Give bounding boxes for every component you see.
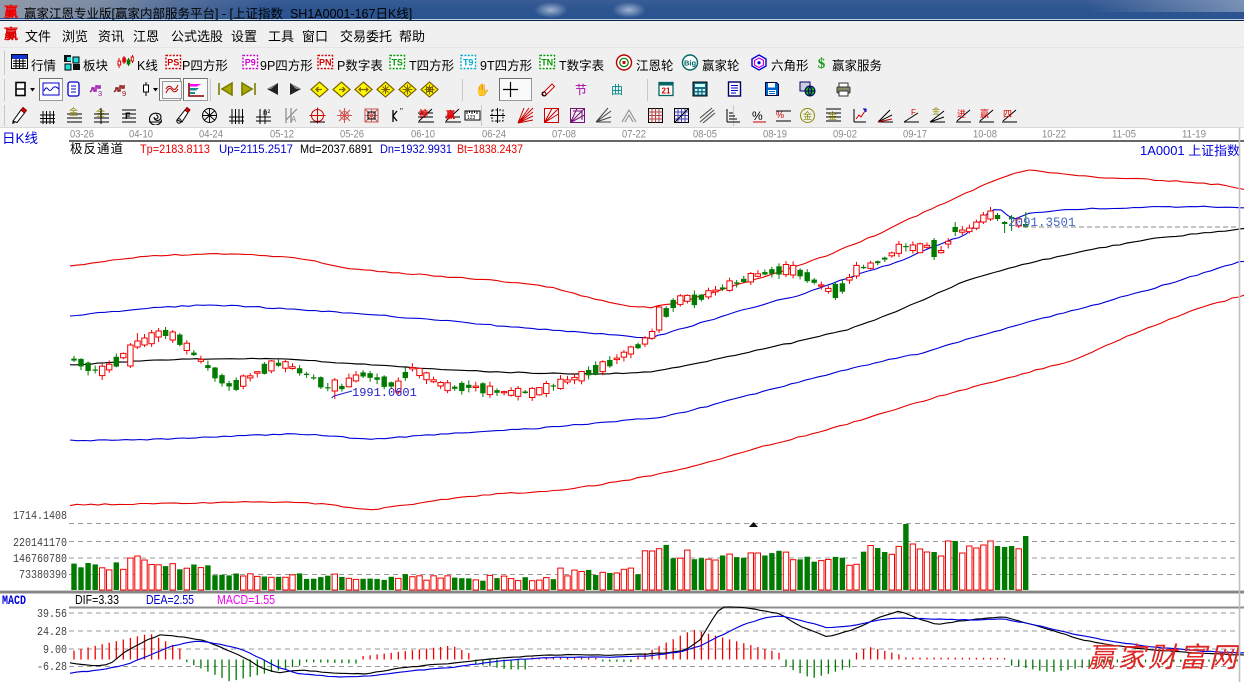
svg-text:08-05: 08-05 (693, 129, 717, 141)
svg-text:MACD: MACD (2, 593, 26, 608)
svg-text:09-17: 09-17 (903, 129, 927, 141)
svg-text:3: 3 (98, 89, 102, 97)
svg-text:9: 9 (122, 89, 126, 97)
svg-text:07-22: 07-22 (622, 129, 646, 141)
svg-text:1991.0601: 1991.0601 (352, 386, 417, 400)
svg-text:节: 节 (575, 83, 587, 97)
svg-text:73380390: 73380390 (19, 569, 67, 582)
svg-text:09-02: 09-02 (833, 129, 857, 141)
svg-text:神: 神 (419, 108, 428, 119)
svg-text:-6.28: -6.28 (37, 661, 67, 674)
svg-text:金: 金 (932, 106, 940, 116)
svg-text:%: % (776, 110, 784, 120)
svg-text:MACD=1.55: MACD=1.55 (217, 593, 275, 607)
svg-text:Big: Big (684, 59, 697, 68)
svg-text:PN: PN (319, 58, 332, 68)
svg-text:金: 金 (803, 110, 812, 121)
svg-text:1714.1408: 1714.1408 (13, 510, 67, 523)
svg-text:123: 123 (467, 115, 476, 121)
svg-text:Bt=1838.2437: Bt=1838.2437 (457, 142, 523, 156)
svg-text:$: $ (818, 56, 826, 71)
svg-text:10-08: 10-08 (973, 129, 997, 141)
svg-text:21: 21 (662, 87, 671, 96)
svg-text:DEA=2.55: DEA=2.55 (146, 593, 194, 607)
svg-text:08-19: 08-19 (763, 129, 787, 141)
svg-text:Up=2115.2517: Up=2115.2517 (219, 142, 293, 156)
svg-text:P9: P9 (245, 58, 256, 68)
svg-text:07-08: 07-08 (552, 129, 576, 141)
svg-text:03-26: 03-26 (70, 129, 94, 141)
svg-text:04-24: 04-24 (199, 129, 223, 141)
svg-text:PS: PS (167, 58, 179, 68)
svg-text:Md=2037.6891: Md=2037.6891 (300, 142, 373, 156)
svg-text:进: 进 (957, 109, 966, 119)
svg-text:金: 金 (69, 106, 78, 117)
svg-text:24.28: 24.28 (37, 626, 67, 639)
svg-text:%: % (752, 109, 763, 123)
svg-text:06-10: 06-10 (411, 129, 435, 141)
svg-text:日K线: 日K线 (2, 131, 38, 146)
svg-text:F: F (911, 108, 916, 117)
svg-text:F: F (125, 111, 131, 121)
svg-text:11-19: 11-19 (1182, 129, 1206, 141)
svg-text:05-26: 05-26 (340, 129, 364, 141)
svg-text:金: 金 (828, 110, 837, 121)
svg-text:n²: n² (263, 108, 270, 117)
svg-text:220141170: 220141170 (13, 537, 67, 550)
svg-text:DIF=3.33: DIF=3.33 (75, 593, 119, 607)
svg-text:10-22: 10-22 (1042, 129, 1066, 141)
svg-text:赢: 赢 (446, 109, 455, 120)
svg-text:06-24: 06-24 (482, 129, 506, 141)
svg-text:05-12: 05-12 (270, 129, 294, 141)
svg-text:A: A (291, 115, 297, 124)
svg-text:赢: 赢 (980, 108, 989, 119)
svg-text:146760780: 146760780 (13, 553, 67, 566)
svg-text:": " (400, 107, 403, 116)
svg-text:39.56: 39.56 (37, 608, 67, 621)
svg-text:极反通道: 极反通道 (70, 142, 123, 156)
svg-text:曲: 曲 (611, 83, 623, 97)
svg-text:04-10: 04-10 (129, 129, 153, 141)
svg-text:Tp=2183.8113: Tp=2183.8113 (140, 142, 210, 156)
svg-text:T9: T9 (463, 58, 474, 68)
svg-text:9.00: 9.00 (43, 644, 67, 657)
svg-text:2091.3501: 2091.3501 (1008, 216, 1076, 230)
svg-text:赢家财富网: 赢家财富网 (1087, 643, 1241, 674)
svg-text:✋: ✋ (475, 83, 490, 97)
svg-text:TS: TS (391, 58, 403, 68)
svg-text:四: 四 (1003, 109, 1012, 119)
svg-text:Dn=1932.9931: Dn=1932.9931 (380, 142, 452, 156)
svg-text:11-05: 11-05 (1112, 129, 1136, 141)
svg-text:1A0001 上证指数: 1A0001 上证指数 (1140, 143, 1241, 158)
svg-text:TN: TN (541, 58, 553, 68)
